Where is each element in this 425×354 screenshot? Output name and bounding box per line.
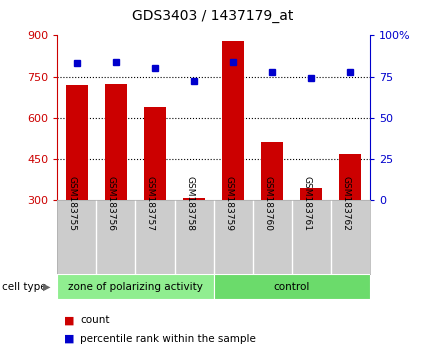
- Text: percentile rank within the sample: percentile rank within the sample: [80, 334, 256, 344]
- Bar: [105, 84, 127, 200]
- Text: GSM183759: GSM183759: [224, 176, 233, 231]
- Text: GDS3403 / 1437179_at: GDS3403 / 1437179_at: [132, 9, 293, 23]
- Text: zone of polarizing activity: zone of polarizing activity: [68, 282, 203, 292]
- Text: GSM183757: GSM183757: [146, 176, 155, 231]
- Bar: [57, 274, 213, 299]
- Bar: [340, 154, 361, 200]
- Text: GSM183762: GSM183762: [341, 176, 350, 231]
- Text: ■: ■: [64, 334, 74, 344]
- Text: GSM183755: GSM183755: [68, 176, 77, 231]
- Bar: [222, 41, 244, 200]
- Text: cell type: cell type: [2, 282, 47, 292]
- Text: control: control: [273, 282, 310, 292]
- Text: count: count: [80, 315, 109, 325]
- Bar: [66, 85, 88, 200]
- Bar: [261, 142, 283, 200]
- Text: ▶: ▶: [42, 282, 50, 292]
- Text: GSM183756: GSM183756: [107, 176, 116, 231]
- Bar: [213, 274, 370, 299]
- Bar: [300, 188, 322, 200]
- Text: ■: ■: [64, 315, 74, 325]
- Text: GSM183758: GSM183758: [185, 176, 194, 231]
- Text: GSM183761: GSM183761: [302, 176, 311, 231]
- Bar: [144, 107, 166, 200]
- Bar: [183, 198, 205, 200]
- Text: GSM183760: GSM183760: [263, 176, 272, 231]
